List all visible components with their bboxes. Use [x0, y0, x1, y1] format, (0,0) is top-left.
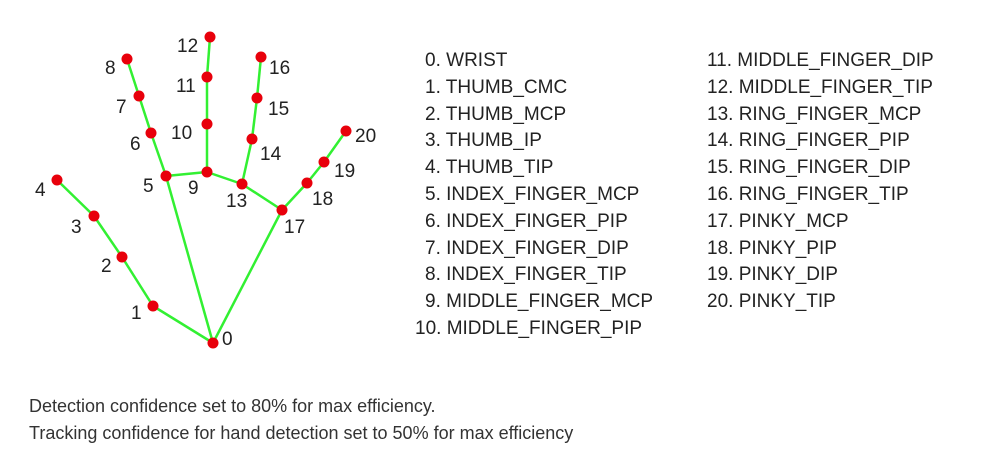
connection-line — [92, 215, 124, 258]
landmark-point-10 — [201, 118, 213, 130]
connection-line — [152, 304, 214, 345]
legend-item: 20. PINKY_TIP — [707, 291, 836, 313]
legend-item: 6. INDEX_FINGER_PIP — [425, 210, 628, 232]
connection-line — [205, 36, 212, 78]
legend-item: 18. PINKY_PIP — [707, 237, 837, 259]
connection-line — [164, 175, 215, 344]
legend-item: 3. THUMB_IP — [425, 130, 542, 152]
landmark-label-13: 13 — [226, 191, 247, 212]
landmark-label-9: 9 — [188, 178, 199, 199]
connection-line — [120, 256, 155, 307]
landmark-point-15 — [251, 92, 263, 104]
connection-line — [250, 97, 259, 140]
landmark-point-2 — [116, 251, 128, 263]
landmark-point-20 — [340, 125, 352, 137]
legend-item: 16. RING_FINGER_TIP — [707, 183, 909, 205]
landmark-point-8 — [121, 53, 133, 65]
landmark-point-16 — [255, 51, 267, 63]
legend-item: 14. RING_FINGER_PIP — [707, 130, 910, 152]
landmark-point-5 — [160, 170, 172, 182]
landmark-legend-column-2: 11. MIDDLE_FINGER_DIP 12. MIDDLE_FINGER_… — [707, 48, 934, 316]
connection-line — [137, 95, 153, 134]
landmark-point-17 — [276, 204, 288, 216]
landmark-label-19: 19 — [334, 161, 355, 182]
landmark-points — [51, 31, 352, 349]
connection-line — [206, 170, 243, 186]
connection-line — [165, 170, 208, 178]
landmark-point-1 — [147, 300, 159, 312]
connection-line — [322, 130, 348, 163]
landmark-label-16: 16 — [269, 58, 290, 79]
landmark-point-11 — [201, 71, 213, 83]
connection-line — [125, 58, 141, 97]
legend-item: 2. THUMB_MCP — [425, 103, 567, 125]
landmark-label-17: 17 — [284, 217, 305, 238]
connection-line — [149, 132, 168, 177]
landmark-point-3 — [88, 210, 100, 222]
landmark-point-7 — [133, 90, 145, 102]
landmark-point-4 — [51, 174, 63, 186]
landmark-label-5: 5 — [143, 176, 154, 197]
legend-item: 1. THUMB_CMC — [425, 76, 568, 98]
landmark-label-3: 3 — [71, 217, 82, 238]
landmark-label-14: 14 — [260, 144, 282, 165]
legend-item: 8. INDEX_FINGER_TIP — [425, 264, 627, 286]
legend-item: 13. RING_FINGER_MCP — [707, 103, 922, 125]
connection-line — [255, 56, 263, 99]
connection-line — [211, 209, 284, 344]
legend-item: 4. THUMB_TIP — [425, 157, 554, 179]
legend-item: 12. MIDDLE_FINGER_TIP — [707, 76, 933, 98]
landmark-label-2: 2 — [101, 256, 112, 277]
landmark-label-8: 8 — [105, 58, 116, 79]
landmark-point-14 — [246, 133, 258, 145]
landmark-label-10: 10 — [171, 123, 192, 144]
landmark-label-0: 0 — [222, 329, 233, 350]
notes: Detection confidence set to 80% for max … — [29, 393, 573, 447]
landmark-label-7: 7 — [116, 97, 127, 118]
connection-line — [281, 182, 308, 211]
landmark-legend-column-1: 0. WRIST 1. THUMB_CMC 2. THUMB_MCP 3. TH… — [415, 48, 653, 343]
legend-item: 0. WRIST — [425, 50, 508, 71]
legend-item: 7. INDEX_FINGER_DIP — [425, 237, 629, 259]
landmark-point-13 — [236, 178, 248, 190]
landmark-point-12 — [204, 31, 216, 43]
legend-item: 11. MIDDLE_FINGER_DIP — [707, 50, 934, 71]
legend-item: 19. PINKY_DIP — [707, 264, 838, 286]
legend-item: 15. RING_FINGER_DIP — [707, 157, 911, 179]
connection-line — [240, 138, 254, 185]
landmark-label-18: 18 — [312, 189, 333, 210]
landmark-label-4: 4 — [35, 180, 46, 201]
landmark-connections — [56, 36, 348, 345]
tracking-confidence-note: Tracking confidence for hand detection s… — [29, 423, 574, 443]
landmark-point-9 — [201, 166, 213, 178]
legend-item: 17. PINKY_MCP — [707, 210, 849, 232]
legend-item: 5. INDEX_FINGER_MCP — [425, 183, 640, 205]
landmark-label-20: 20 — [355, 126, 376, 147]
detection-confidence-note: Detection confidence set to 80% for max … — [29, 396, 436, 416]
landmark-label-12: 12 — [177, 36, 198, 57]
connection-line — [56, 179, 95, 217]
landmark-point-18 — [301, 177, 313, 189]
landmark-label-11: 11 — [176, 76, 196, 97]
landmark-label-6: 6 — [130, 134, 141, 155]
landmark-point-6 — [145, 127, 157, 139]
legend-item: 10. MIDDLE_FINGER_PIP — [415, 317, 643, 339]
landmark-point-0 — [207, 337, 219, 349]
landmark-label-15: 15 — [268, 99, 289, 120]
landmark-label-1: 1 — [131, 303, 142, 324]
landmark-point-19 — [318, 156, 330, 168]
connection-line — [241, 182, 283, 212]
legend-item: 9. MIDDLE_FINGER_MCP — [425, 291, 654, 313]
